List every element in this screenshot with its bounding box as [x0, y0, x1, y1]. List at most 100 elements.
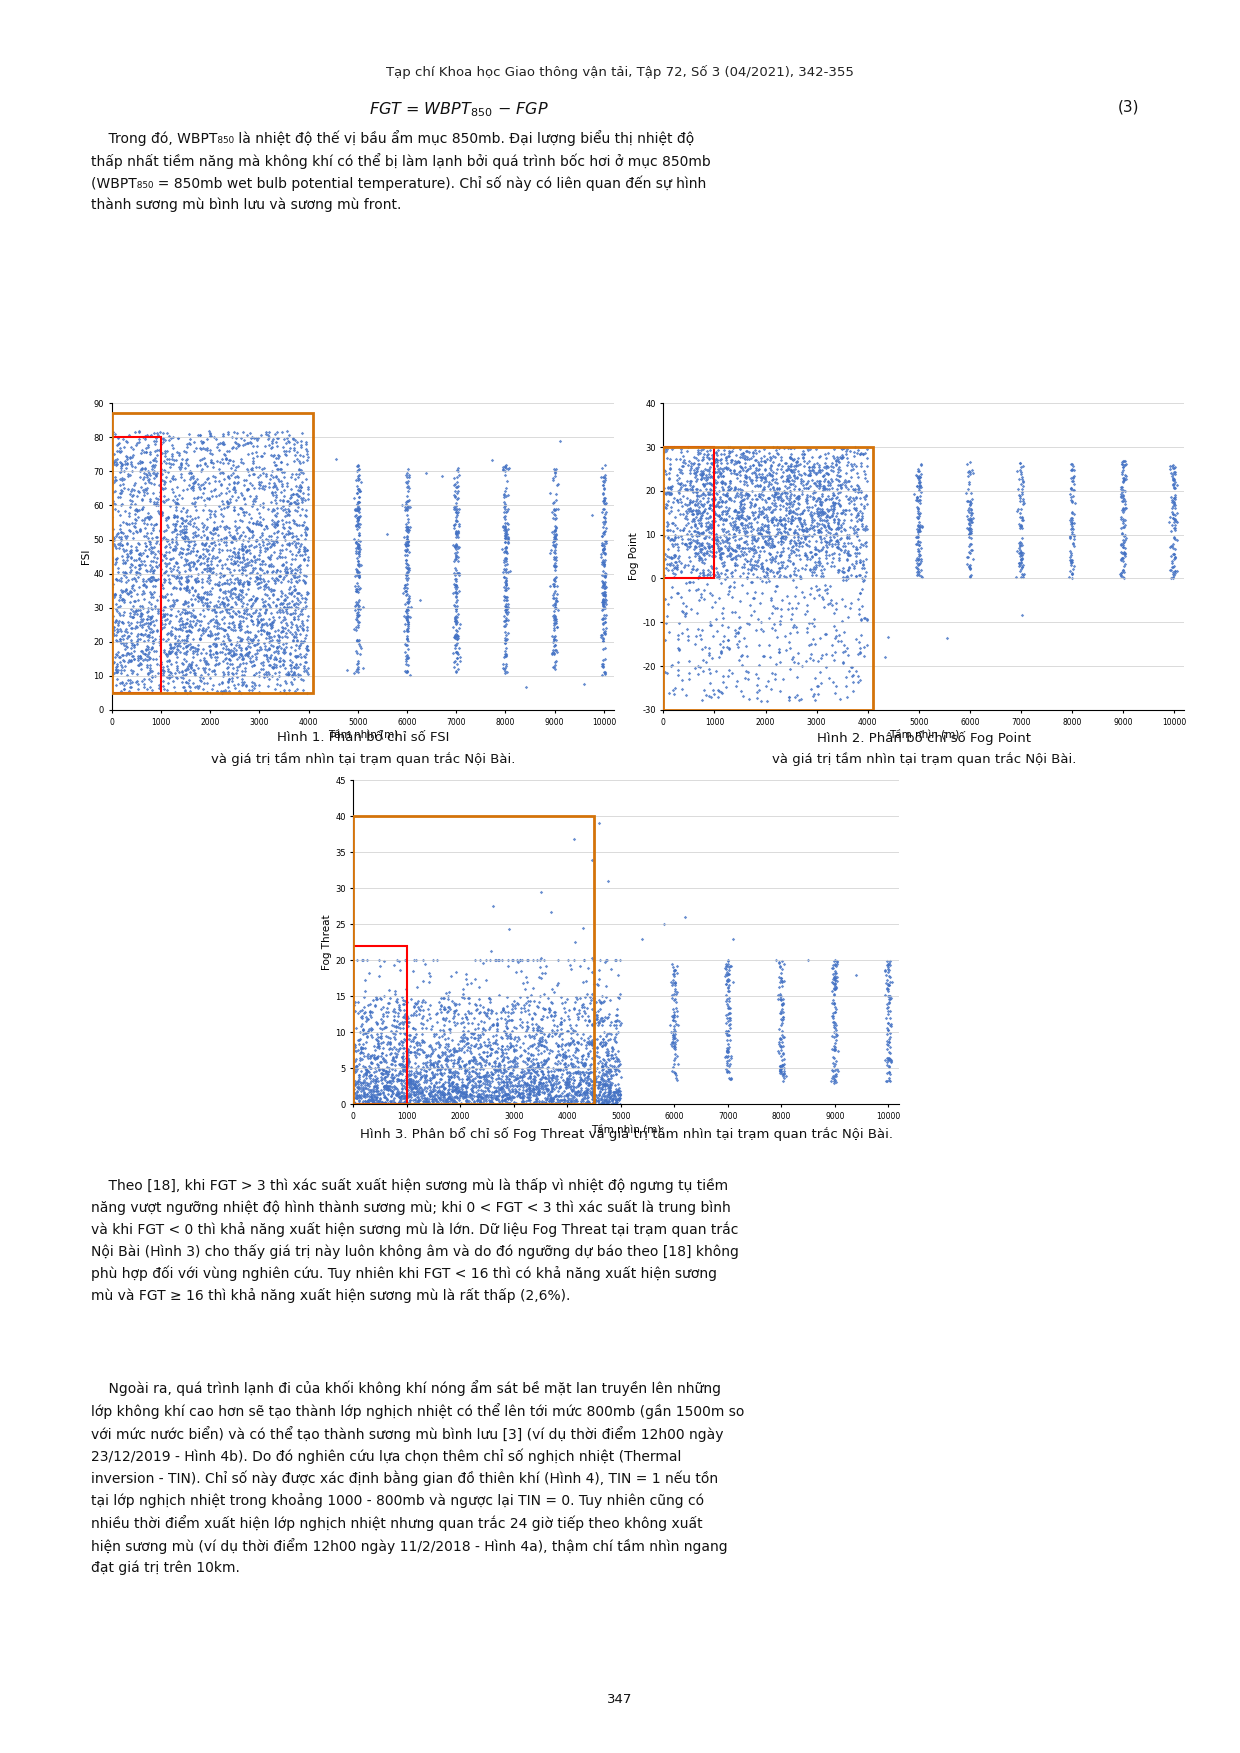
- Point: [417, 1062, 436, 1090]
- Point: [397, 514, 417, 542]
- Point: [208, 491, 228, 519]
- Point: [140, 486, 160, 514]
- Point: [480, 1089, 500, 1117]
- Point: [880, 1003, 900, 1031]
- Point: [738, 533, 758, 561]
- Point: [506, 1015, 526, 1043]
- Point: [242, 671, 262, 699]
- Point: [289, 566, 309, 594]
- Point: [373, 1001, 393, 1029]
- Point: [346, 1069, 366, 1097]
- Point: [815, 556, 835, 584]
- Point: [531, 943, 551, 971]
- Point: [224, 575, 244, 603]
- Point: [206, 629, 226, 657]
- Point: [131, 605, 151, 633]
- Point: [603, 1038, 622, 1066]
- Point: [711, 454, 730, 482]
- Point: [122, 619, 141, 647]
- Point: [825, 1022, 844, 1050]
- Point: [155, 438, 175, 466]
- Point: [197, 554, 217, 582]
- Point: [562, 1052, 582, 1080]
- Point: [538, 1045, 558, 1073]
- Point: [797, 531, 817, 559]
- Point: [844, 477, 864, 505]
- Point: [428, 1059, 448, 1087]
- Point: [403, 1075, 423, 1103]
- Point: [1013, 468, 1033, 496]
- Point: [433, 1004, 453, 1033]
- Point: [1061, 559, 1081, 587]
- Point: [392, 1029, 412, 1057]
- Point: [1163, 500, 1183, 528]
- Point: [587, 1034, 606, 1062]
- Point: [399, 461, 419, 489]
- Point: [115, 617, 135, 645]
- Point: [595, 580, 615, 608]
- Point: [449, 1076, 469, 1104]
- Point: [569, 1071, 589, 1099]
- Point: [827, 950, 847, 978]
- Point: [831, 514, 851, 542]
- Point: [446, 622, 466, 650]
- Point: [139, 468, 159, 496]
- Point: [707, 445, 727, 473]
- Point: [908, 549, 928, 577]
- Point: [449, 1048, 469, 1076]
- Point: [103, 424, 123, 452]
- Point: [1112, 479, 1132, 507]
- Point: [201, 550, 221, 578]
- Point: [765, 615, 785, 643]
- Point: [546, 514, 565, 542]
- Point: [828, 514, 848, 542]
- Point: [396, 610, 415, 638]
- Point: [810, 505, 830, 533]
- Point: [216, 512, 236, 540]
- Point: [835, 466, 854, 494]
- Point: [253, 615, 273, 643]
- Point: [434, 992, 454, 1020]
- Point: [210, 529, 229, 557]
- Point: [660, 550, 680, 578]
- Point: [396, 1089, 415, 1117]
- Point: [497, 626, 517, 654]
- Point: [103, 543, 123, 571]
- Point: [515, 1048, 534, 1076]
- Point: [813, 461, 833, 489]
- Point: [505, 987, 525, 1015]
- Point: [658, 680, 678, 708]
- Point: [594, 550, 614, 578]
- Point: [729, 435, 749, 463]
- Point: [712, 466, 732, 494]
- Point: [825, 952, 844, 980]
- Point: [1164, 470, 1184, 498]
- Point: [706, 445, 725, 473]
- Point: [508, 1024, 528, 1052]
- Point: [404, 1033, 424, 1061]
- Point: [729, 491, 749, 519]
- Point: [789, 540, 808, 568]
- Point: [378, 1024, 398, 1052]
- Point: [430, 1031, 450, 1059]
- Point: [719, 442, 739, 470]
- Point: [848, 501, 868, 529]
- Point: [206, 475, 226, 503]
- Point: [833, 435, 853, 463]
- Point: [269, 652, 289, 680]
- Point: [492, 1041, 512, 1069]
- Point: [594, 468, 614, 496]
- Point: [221, 528, 241, 556]
- Point: [776, 1062, 796, 1090]
- Point: [500, 1024, 520, 1052]
- Point: [267, 451, 286, 479]
- Point: [408, 1085, 428, 1113]
- Point: [159, 661, 179, 689]
- Point: [144, 454, 164, 482]
- Point: [382, 1047, 402, 1075]
- Point: [717, 969, 737, 997]
- Point: [577, 1045, 596, 1073]
- Point: [107, 617, 126, 645]
- Point: [148, 486, 167, 514]
- Point: [715, 982, 735, 1010]
